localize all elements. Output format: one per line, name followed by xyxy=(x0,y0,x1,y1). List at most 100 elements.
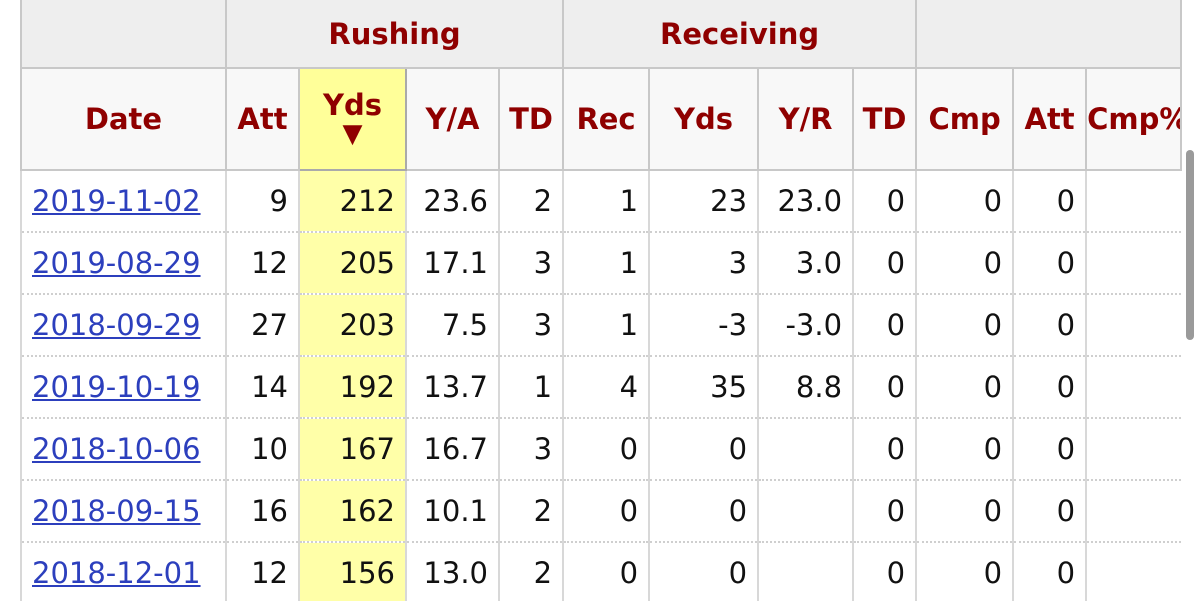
table-cell: 156 xyxy=(298,542,406,601)
table-cell: 1 xyxy=(562,232,650,295)
column-header-text: Rec xyxy=(576,102,636,136)
table-cell: 0 xyxy=(648,542,759,601)
column-header-text: Y/A xyxy=(425,102,480,136)
table-cell: 203 xyxy=(298,294,406,357)
column-header-text: Yds xyxy=(674,102,734,136)
table-cell xyxy=(1085,170,1182,233)
column-header-row: Date Att Yds ▼ Y/A TD Rec Yds Y/R TD Cmp Att Cmp% xyxy=(20,67,1183,171)
column-header[interactable]: Att xyxy=(225,67,300,171)
table-cell: 35 xyxy=(648,356,759,419)
table-cell: 0 xyxy=(915,170,1014,233)
table-cell: 0 xyxy=(915,480,1014,543)
table-cell: 12 xyxy=(225,232,299,295)
table-cell: 0 xyxy=(852,542,917,601)
table-cell: 0 xyxy=(852,170,917,233)
table-cell xyxy=(1085,418,1182,481)
table-cell: 2018-10-06 xyxy=(20,418,226,481)
table-cell: 0 xyxy=(852,480,917,543)
table-cell: 3.0 xyxy=(757,232,854,295)
table-row: 2019-10-19 14 192 13.7 1 4 35 8.8 0 0 0 xyxy=(20,356,1182,419)
table-cell: 192 xyxy=(298,356,406,419)
column-header-text: Date xyxy=(84,102,163,136)
table-cell: 162 xyxy=(298,480,406,543)
table-cell: 2019-10-19 xyxy=(20,356,226,419)
table-cell: 12 xyxy=(225,542,299,601)
table-row: 2018-10-06 10 167 16.7 3 0 0 0 0 0 xyxy=(20,418,1182,481)
table-cell xyxy=(757,418,854,481)
table-cell: 1 xyxy=(562,294,650,357)
table-cell: 23 xyxy=(648,170,759,233)
table-cell: 2018-09-29 xyxy=(20,294,226,357)
table-cell: 1 xyxy=(497,356,564,419)
column-header[interactable]: Yds ▼ xyxy=(298,67,407,171)
table-cell: 0 xyxy=(852,294,917,357)
table-cell: 27 xyxy=(225,294,299,357)
table-cell: 0 xyxy=(852,418,917,481)
table-cell: 0 xyxy=(648,480,759,543)
column-header-text: Cmp% xyxy=(1087,102,1182,136)
date-link[interactable]: 2018-10-06 xyxy=(32,432,201,466)
column-header[interactable]: Att xyxy=(1012,67,1088,171)
table-cell: 0 xyxy=(562,480,650,543)
column-header[interactable]: Y/R xyxy=(757,67,855,171)
column-header[interactable]: Yds xyxy=(648,67,760,171)
column-header[interactable]: Cmp xyxy=(915,67,1015,171)
table-cell: 16 xyxy=(225,480,299,543)
date-link[interactable]: 2019-10-19 xyxy=(32,370,201,404)
table-cell xyxy=(1085,542,1182,601)
date-link[interactable]: 2018-09-15 xyxy=(32,494,201,528)
table-cell xyxy=(1085,480,1182,543)
sort-arrow: ▼ xyxy=(342,118,363,149)
date-link[interactable]: 2019-08-29 xyxy=(32,246,201,280)
column-header[interactable]: TD xyxy=(497,67,565,171)
column-header[interactable]: TD xyxy=(852,67,918,171)
column-header[interactable]: Date xyxy=(20,67,227,171)
table-cell: 2 xyxy=(497,170,564,233)
table-row: 2019-11-02 9 212 23.6 2 1 23 23.0 0 0 0 xyxy=(20,170,1182,233)
scrollbar xyxy=(1186,150,1194,340)
table-cell: 0 xyxy=(1012,294,1087,357)
table-cell: 23.0 xyxy=(757,170,854,233)
table-cell: 2018-12-01 xyxy=(20,542,226,601)
column-header-text: TD xyxy=(862,102,907,136)
table-cell: 0 xyxy=(1012,232,1087,295)
table-row: 2019-08-29 12 205 17.1 3 1 3 3.0 0 0 0 xyxy=(20,232,1182,295)
table-cell: 167 xyxy=(298,418,406,481)
table-row: 2018-12-01 12 156 13.0 2 0 0 0 0 0 xyxy=(20,542,1182,601)
table-cell: 3 xyxy=(497,232,564,295)
table-cell: 4 xyxy=(562,356,650,419)
date-link[interactable]: 2018-12-01 xyxy=(32,556,201,590)
table-cell: 17.1 xyxy=(405,232,499,295)
date-link[interactable]: 2018-09-29 xyxy=(32,308,201,342)
date-link[interactable]: 2019-11-02 xyxy=(32,184,201,218)
column-header[interactable]: Cmp% xyxy=(1085,67,1183,171)
table-body: 2019-11-02 9 212 23.6 2 1 23 23.0 0 0 0 2019-08-29 1… xyxy=(20,170,1182,601)
column-header[interactable]: Rec xyxy=(562,67,651,171)
column-header[interactable]: Y/A xyxy=(405,67,500,171)
group-header: Receiving xyxy=(562,0,918,69)
table-cell: 14 xyxy=(225,356,299,419)
table-cell: 0 xyxy=(1012,356,1087,419)
table-cell: 212 xyxy=(298,170,406,233)
table-cell: 2 xyxy=(497,542,564,601)
table-cell xyxy=(1085,232,1182,295)
column-header-text: TD xyxy=(509,102,553,136)
table-cell: 0 xyxy=(915,418,1014,481)
group-header: Rushing xyxy=(224,0,565,69)
table-cell: 0 xyxy=(562,418,650,481)
table-cell: 0 xyxy=(1012,480,1087,543)
table-container: Rushing Receiving Date Att Yds ▼ Y/A TD Rec Yds… xyxy=(20,0,1200,601)
table-cell: 3 xyxy=(497,294,564,357)
table-cell: 0 xyxy=(1012,418,1087,481)
group-header-row: Rushing Receiving xyxy=(20,0,1183,69)
table-cell: 205 xyxy=(298,232,406,295)
table-cell: -3 xyxy=(648,294,759,357)
table-cell: 1 xyxy=(562,170,650,233)
blank-group xyxy=(20,0,227,69)
table-cell: 3 xyxy=(497,418,564,481)
table-cell xyxy=(1085,356,1182,419)
table-cell: 0 xyxy=(648,418,759,481)
table-cell: 7.5 xyxy=(405,294,499,357)
